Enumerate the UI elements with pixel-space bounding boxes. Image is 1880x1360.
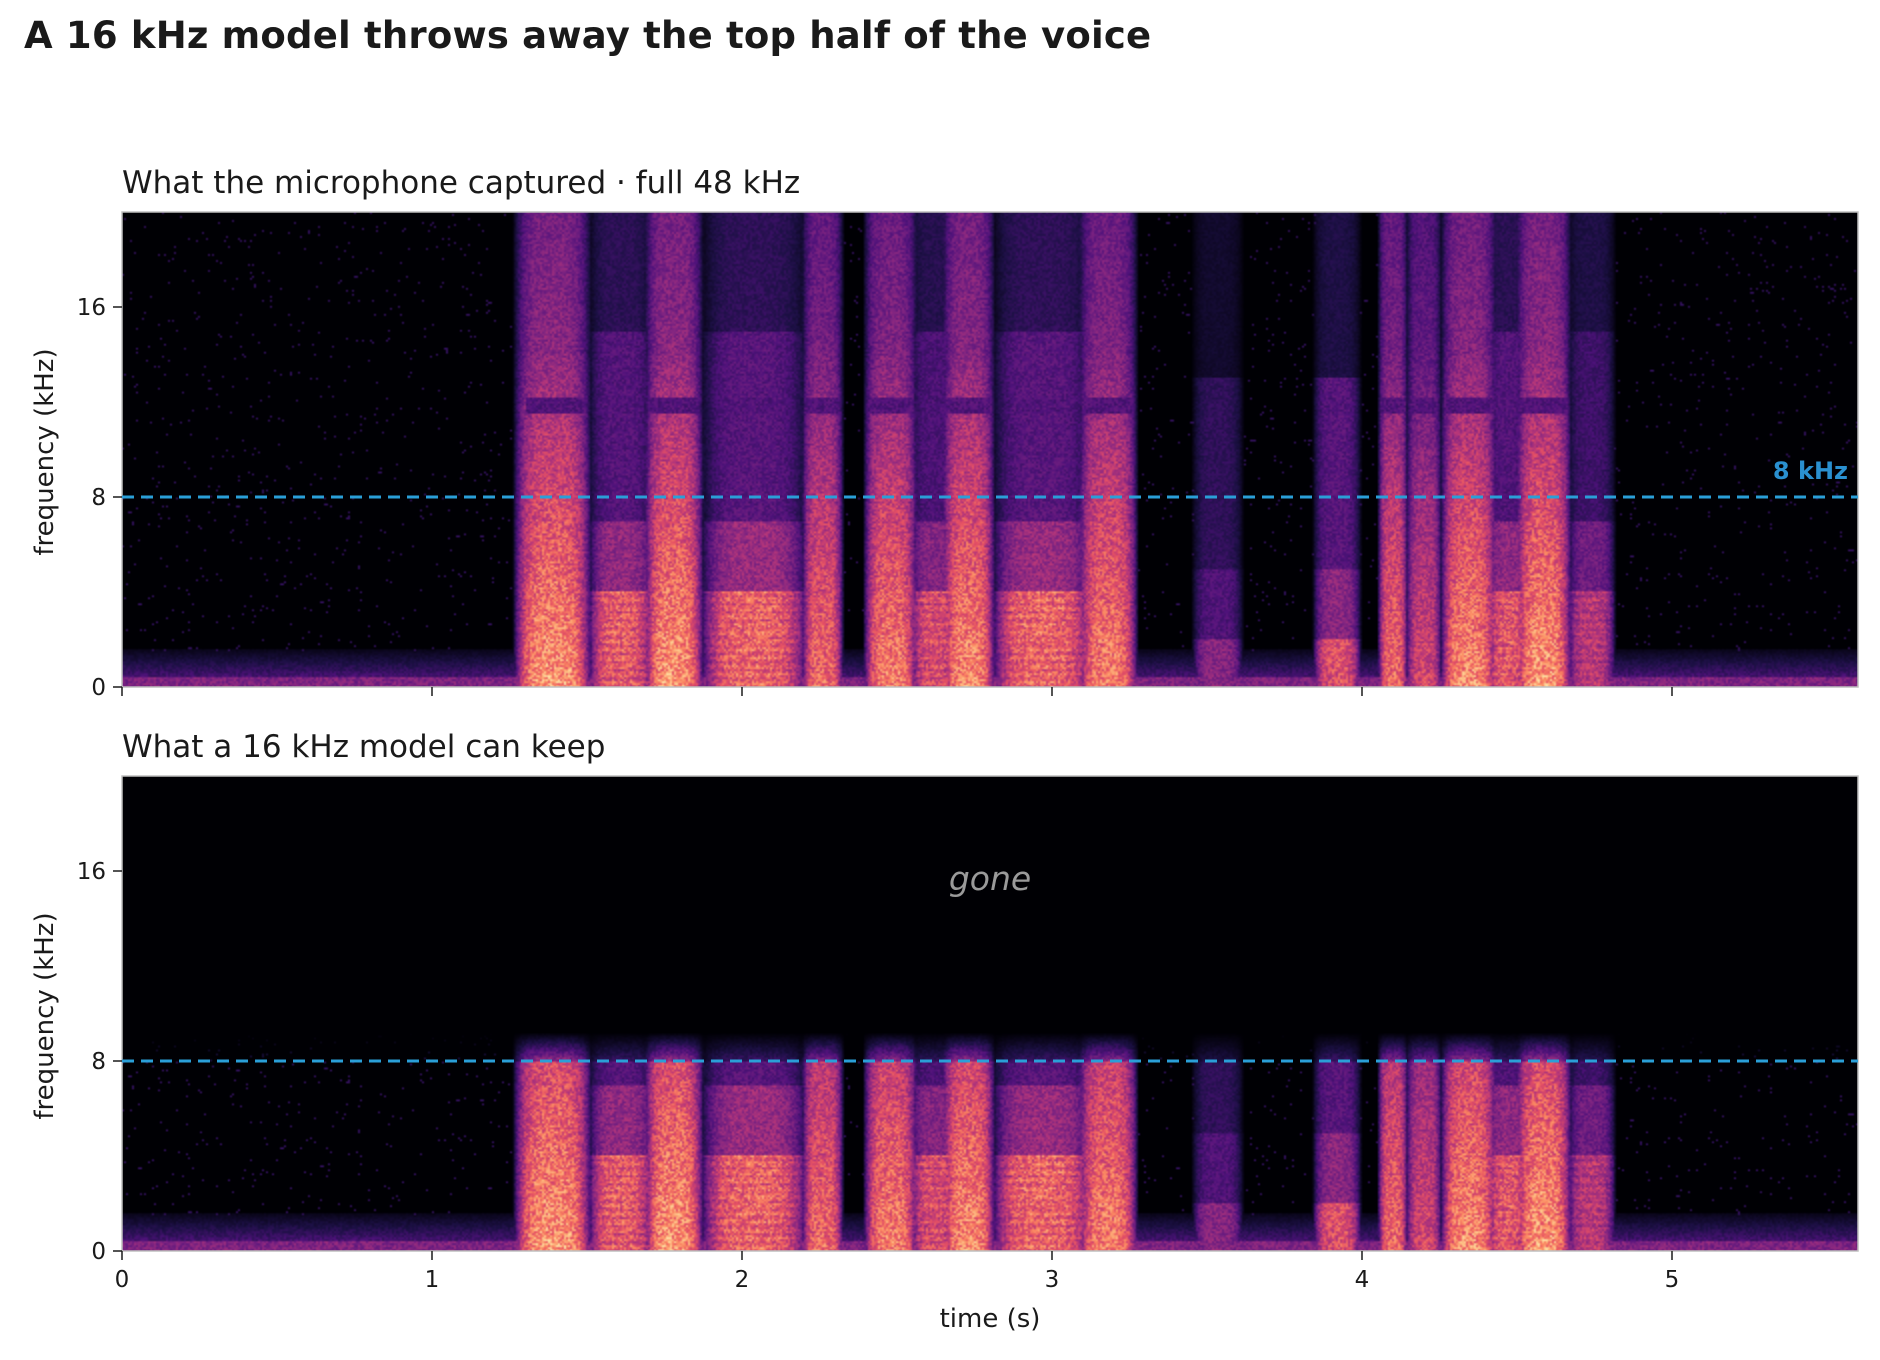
panel-frame xyxy=(121,211,1859,688)
y-tick-label: 0 xyxy=(91,675,106,701)
spectrogram-16k-band xyxy=(122,776,1858,1251)
x-tick-label: 5 xyxy=(1665,1267,1680,1293)
panel-full-band: What the microphone captured · full 48 k… xyxy=(30,165,1859,701)
x-tick-label: 1 xyxy=(425,1267,440,1293)
x-axis-label: time (s) xyxy=(940,1304,1041,1334)
x-tick-label: 4 xyxy=(1355,1267,1370,1293)
y-axis-label: frequency (kHz) xyxy=(30,912,60,1119)
y-tick-label: 16 xyxy=(77,859,106,885)
y-axis-label: frequency (kHz) xyxy=(30,348,60,555)
spectrogram-full-band xyxy=(122,212,1858,687)
figure-title: A 16 kHz model throws away the top half … xyxy=(24,14,1152,57)
y-tick-label: 8 xyxy=(91,1049,106,1075)
x-tick-label: 0 xyxy=(115,1267,130,1293)
gone-annotation: gone xyxy=(949,859,1031,898)
panel-full-ylabel-wrap: frequency (kHz) xyxy=(30,348,60,555)
cutoff-label: 8 kHz xyxy=(1773,457,1848,485)
y-tick-label: 8 xyxy=(91,485,106,511)
x-tick-label: 2 xyxy=(735,1267,750,1293)
x-tick-label: 3 xyxy=(1045,1267,1060,1293)
panel-16k-ylabel-wrap: frequency (kHz) xyxy=(30,912,60,1119)
panel-16k-band: What a 16 kHz model can keep frequency (… xyxy=(30,729,1859,1334)
y-tick-label: 0 xyxy=(91,1239,106,1265)
panel-frame xyxy=(121,775,1859,1252)
panel-title-16k: What a 16 kHz model can keep xyxy=(122,729,605,765)
panel-title-full: What the microphone captured · full 48 k… xyxy=(122,165,800,201)
y-tick-label: 16 xyxy=(77,295,106,321)
